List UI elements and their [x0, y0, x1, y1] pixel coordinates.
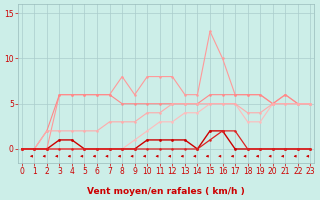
- X-axis label: Vent moyen/en rafales ( km/h ): Vent moyen/en rafales ( km/h ): [87, 187, 245, 196]
